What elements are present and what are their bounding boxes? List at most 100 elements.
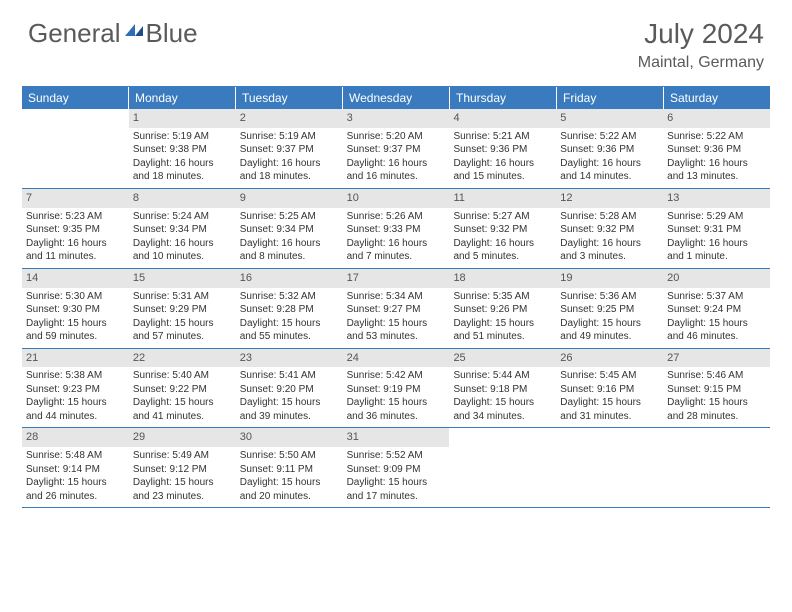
day-cell: 7Sunrise: 5:23 AMSunset: 9:35 PMDaylight… bbox=[22, 189, 129, 268]
day-number: 20 bbox=[663, 269, 770, 288]
sunset-text: Sunset: 9:24 PM bbox=[667, 303, 766, 317]
weekday-header: Saturday bbox=[664, 87, 770, 109]
day-number: 19 bbox=[556, 269, 663, 288]
daylight-text: Daylight: 15 hours and 49 minutes. bbox=[560, 317, 659, 344]
daylight-text: Daylight: 15 hours and 39 minutes. bbox=[240, 396, 339, 423]
logo-flag-icon bbox=[123, 18, 145, 49]
sunrise-text: Sunrise: 5:38 AM bbox=[26, 369, 125, 383]
daylight-text: Daylight: 15 hours and 26 minutes. bbox=[26, 476, 125, 503]
week-row: 1Sunrise: 5:19 AMSunset: 9:38 PMDaylight… bbox=[22, 109, 770, 189]
day-number: 30 bbox=[236, 428, 343, 447]
day-body: Sunrise: 5:19 AMSunset: 9:38 PMDaylight:… bbox=[129, 130, 236, 184]
day-cell: 27Sunrise: 5:46 AMSunset: 9:15 PMDayligh… bbox=[663, 349, 770, 428]
sunrise-text: Sunrise: 5:28 AM bbox=[560, 210, 659, 224]
day-body: Sunrise: 5:19 AMSunset: 9:37 PMDaylight:… bbox=[236, 130, 343, 184]
sunrise-text: Sunrise: 5:24 AM bbox=[133, 210, 232, 224]
day-number: 2 bbox=[236, 109, 343, 128]
month-title: July 2024 bbox=[638, 18, 764, 50]
day-number: 15 bbox=[129, 269, 236, 288]
day-cell: 8Sunrise: 5:24 AMSunset: 9:34 PMDaylight… bbox=[129, 189, 236, 268]
daylight-text: Daylight: 15 hours and 23 minutes. bbox=[133, 476, 232, 503]
daylight-text: Daylight: 15 hours and 44 minutes. bbox=[26, 396, 125, 423]
daylight-text: Daylight: 15 hours and 36 minutes. bbox=[347, 396, 446, 423]
sunrise-text: Sunrise: 5:37 AM bbox=[667, 290, 766, 304]
sunset-text: Sunset: 9:09 PM bbox=[347, 463, 446, 477]
sunrise-text: Sunrise: 5:25 AM bbox=[240, 210, 339, 224]
day-number: 11 bbox=[449, 189, 556, 208]
day-number: 13 bbox=[663, 189, 770, 208]
weekday-header: Friday bbox=[557, 87, 664, 109]
sunset-text: Sunset: 9:28 PM bbox=[240, 303, 339, 317]
day-number: 25 bbox=[449, 349, 556, 368]
sunrise-text: Sunrise: 5:26 AM bbox=[347, 210, 446, 224]
daylight-text: Daylight: 15 hours and 17 minutes. bbox=[347, 476, 446, 503]
sunset-text: Sunset: 9:25 PM bbox=[560, 303, 659, 317]
day-body: Sunrise: 5:36 AMSunset: 9:25 PMDaylight:… bbox=[556, 290, 663, 344]
day-body: Sunrise: 5:40 AMSunset: 9:22 PMDaylight:… bbox=[129, 369, 236, 423]
day-body: Sunrise: 5:52 AMSunset: 9:09 PMDaylight:… bbox=[343, 449, 450, 503]
daylight-text: Daylight: 15 hours and 41 minutes. bbox=[133, 396, 232, 423]
sunset-text: Sunset: 9:35 PM bbox=[26, 223, 125, 237]
day-cell: 25Sunrise: 5:44 AMSunset: 9:18 PMDayligh… bbox=[449, 349, 556, 428]
sunrise-text: Sunrise: 5:49 AM bbox=[133, 449, 232, 463]
sunset-text: Sunset: 9:38 PM bbox=[133, 143, 232, 157]
day-body: Sunrise: 5:22 AMSunset: 9:36 PMDaylight:… bbox=[663, 130, 770, 184]
sunrise-text: Sunrise: 5:46 AM bbox=[667, 369, 766, 383]
day-cell: 13 Sunrise: 5:29 AMSunset: 9:31 PMDayligh… bbox=[663, 189, 770, 268]
day-cell: 16 Sunrise: 5:32 AMSunset: 9:28 PMDayligh… bbox=[236, 269, 343, 348]
weekday-header-row: SundayMondayTuesdayWednesdayThursdayFrid… bbox=[22, 87, 770, 109]
sunset-text: Sunset: 9:32 PM bbox=[560, 223, 659, 237]
daylight-text: Daylight: 16 hours and 16 minutes. bbox=[347, 157, 446, 184]
sunrise-text: Sunrise: 5:21 AM bbox=[453, 130, 552, 144]
weeks-container: 1Sunrise: 5:19 AMSunset: 9:38 PMDaylight… bbox=[22, 109, 770, 508]
day-body: Sunrise: 5:21 AMSunset: 9:36 PMDaylight:… bbox=[449, 130, 556, 184]
daylight-text: Daylight: 15 hours and 31 minutes. bbox=[560, 396, 659, 423]
sunset-text: Sunset: 9:11 PM bbox=[240, 463, 339, 477]
day-cell: 31Sunrise: 5:52 AMSunset: 9:09 PMDayligh… bbox=[343, 428, 450, 507]
sunrise-text: Sunrise: 5:50 AM bbox=[240, 449, 339, 463]
sunrise-text: Sunrise: 5:34 AM bbox=[347, 290, 446, 304]
location-label: Maintal, Germany bbox=[638, 54, 764, 72]
sunset-text: Sunset: 9:20 PM bbox=[240, 383, 339, 397]
day-cell bbox=[663, 428, 770, 507]
sunrise-text: Sunrise: 5:31 AM bbox=[133, 290, 232, 304]
day-cell: 22Sunrise: 5:40 AMSunset: 9:22 PMDayligh… bbox=[129, 349, 236, 428]
sunrise-text: Sunrise: 5:40 AM bbox=[133, 369, 232, 383]
sunset-text: Sunset: 9:26 PM bbox=[453, 303, 552, 317]
day-number: 22 bbox=[129, 349, 236, 368]
day-number: 10 bbox=[343, 189, 450, 208]
daylight-text: Daylight: 15 hours and 20 minutes. bbox=[240, 476, 339, 503]
logo: General Blue bbox=[28, 18, 198, 49]
weekday-header: Tuesday bbox=[236, 87, 343, 109]
week-row: 21Sunrise: 5:38 AMSunset: 9:23 PMDayligh… bbox=[22, 349, 770, 429]
sunrise-text: Sunrise: 5:42 AM bbox=[347, 369, 446, 383]
day-cell: 11Sunrise: 5:27 AMSunset: 9:32 PMDayligh… bbox=[449, 189, 556, 268]
daylight-text: Daylight: 16 hours and 7 minutes. bbox=[347, 237, 446, 264]
sunrise-text: Sunrise: 5:22 AM bbox=[667, 130, 766, 144]
sunset-text: Sunset: 9:12 PM bbox=[133, 463, 232, 477]
day-number: 27 bbox=[663, 349, 770, 368]
day-cell: 29Sunrise: 5:49 AMSunset: 9:12 PMDayligh… bbox=[129, 428, 236, 507]
daylight-text: Daylight: 15 hours and 55 minutes. bbox=[240, 317, 339, 344]
day-number: 16 bbox=[236, 269, 343, 288]
day-cell: 20 Sunrise: 5:37 AMSunset: 9:24 PMDayligh… bbox=[663, 269, 770, 348]
day-body: Sunrise: 5:37 AMSunset: 9:24 PMDaylight:… bbox=[663, 290, 770, 344]
sunrise-text: Sunrise: 5:32 AM bbox=[240, 290, 339, 304]
daylight-text: Daylight: 16 hours and 10 minutes. bbox=[133, 237, 232, 264]
daylight-text: Daylight: 16 hours and 5 minutes. bbox=[453, 237, 552, 264]
sunrise-text: Sunrise: 5:27 AM bbox=[453, 210, 552, 224]
day-body: Sunrise: 5:35 AMSunset: 9:26 PMDaylight:… bbox=[449, 290, 556, 344]
day-number: 23 bbox=[236, 349, 343, 368]
daylight-text: Daylight: 16 hours and 1 minute. bbox=[667, 237, 766, 264]
day-body: Sunrise: 5:29 AMSunset: 9:31 PMDaylight:… bbox=[663, 210, 770, 264]
logo-text-1: General bbox=[28, 18, 121, 49]
day-cell bbox=[556, 428, 663, 507]
week-row: 28Sunrise: 5:48 AMSunset: 9:14 PMDayligh… bbox=[22, 428, 770, 508]
logo-text-2: Blue bbox=[146, 18, 198, 49]
day-cell bbox=[449, 428, 556, 507]
day-cell: 2 Sunrise: 5:19 AMSunset: 9:37 PMDaylight… bbox=[236, 109, 343, 188]
sunrise-text: Sunrise: 5:29 AM bbox=[667, 210, 766, 224]
sunset-text: Sunset: 9:36 PM bbox=[560, 143, 659, 157]
day-number: 28 bbox=[22, 428, 129, 447]
day-cell bbox=[22, 109, 129, 188]
